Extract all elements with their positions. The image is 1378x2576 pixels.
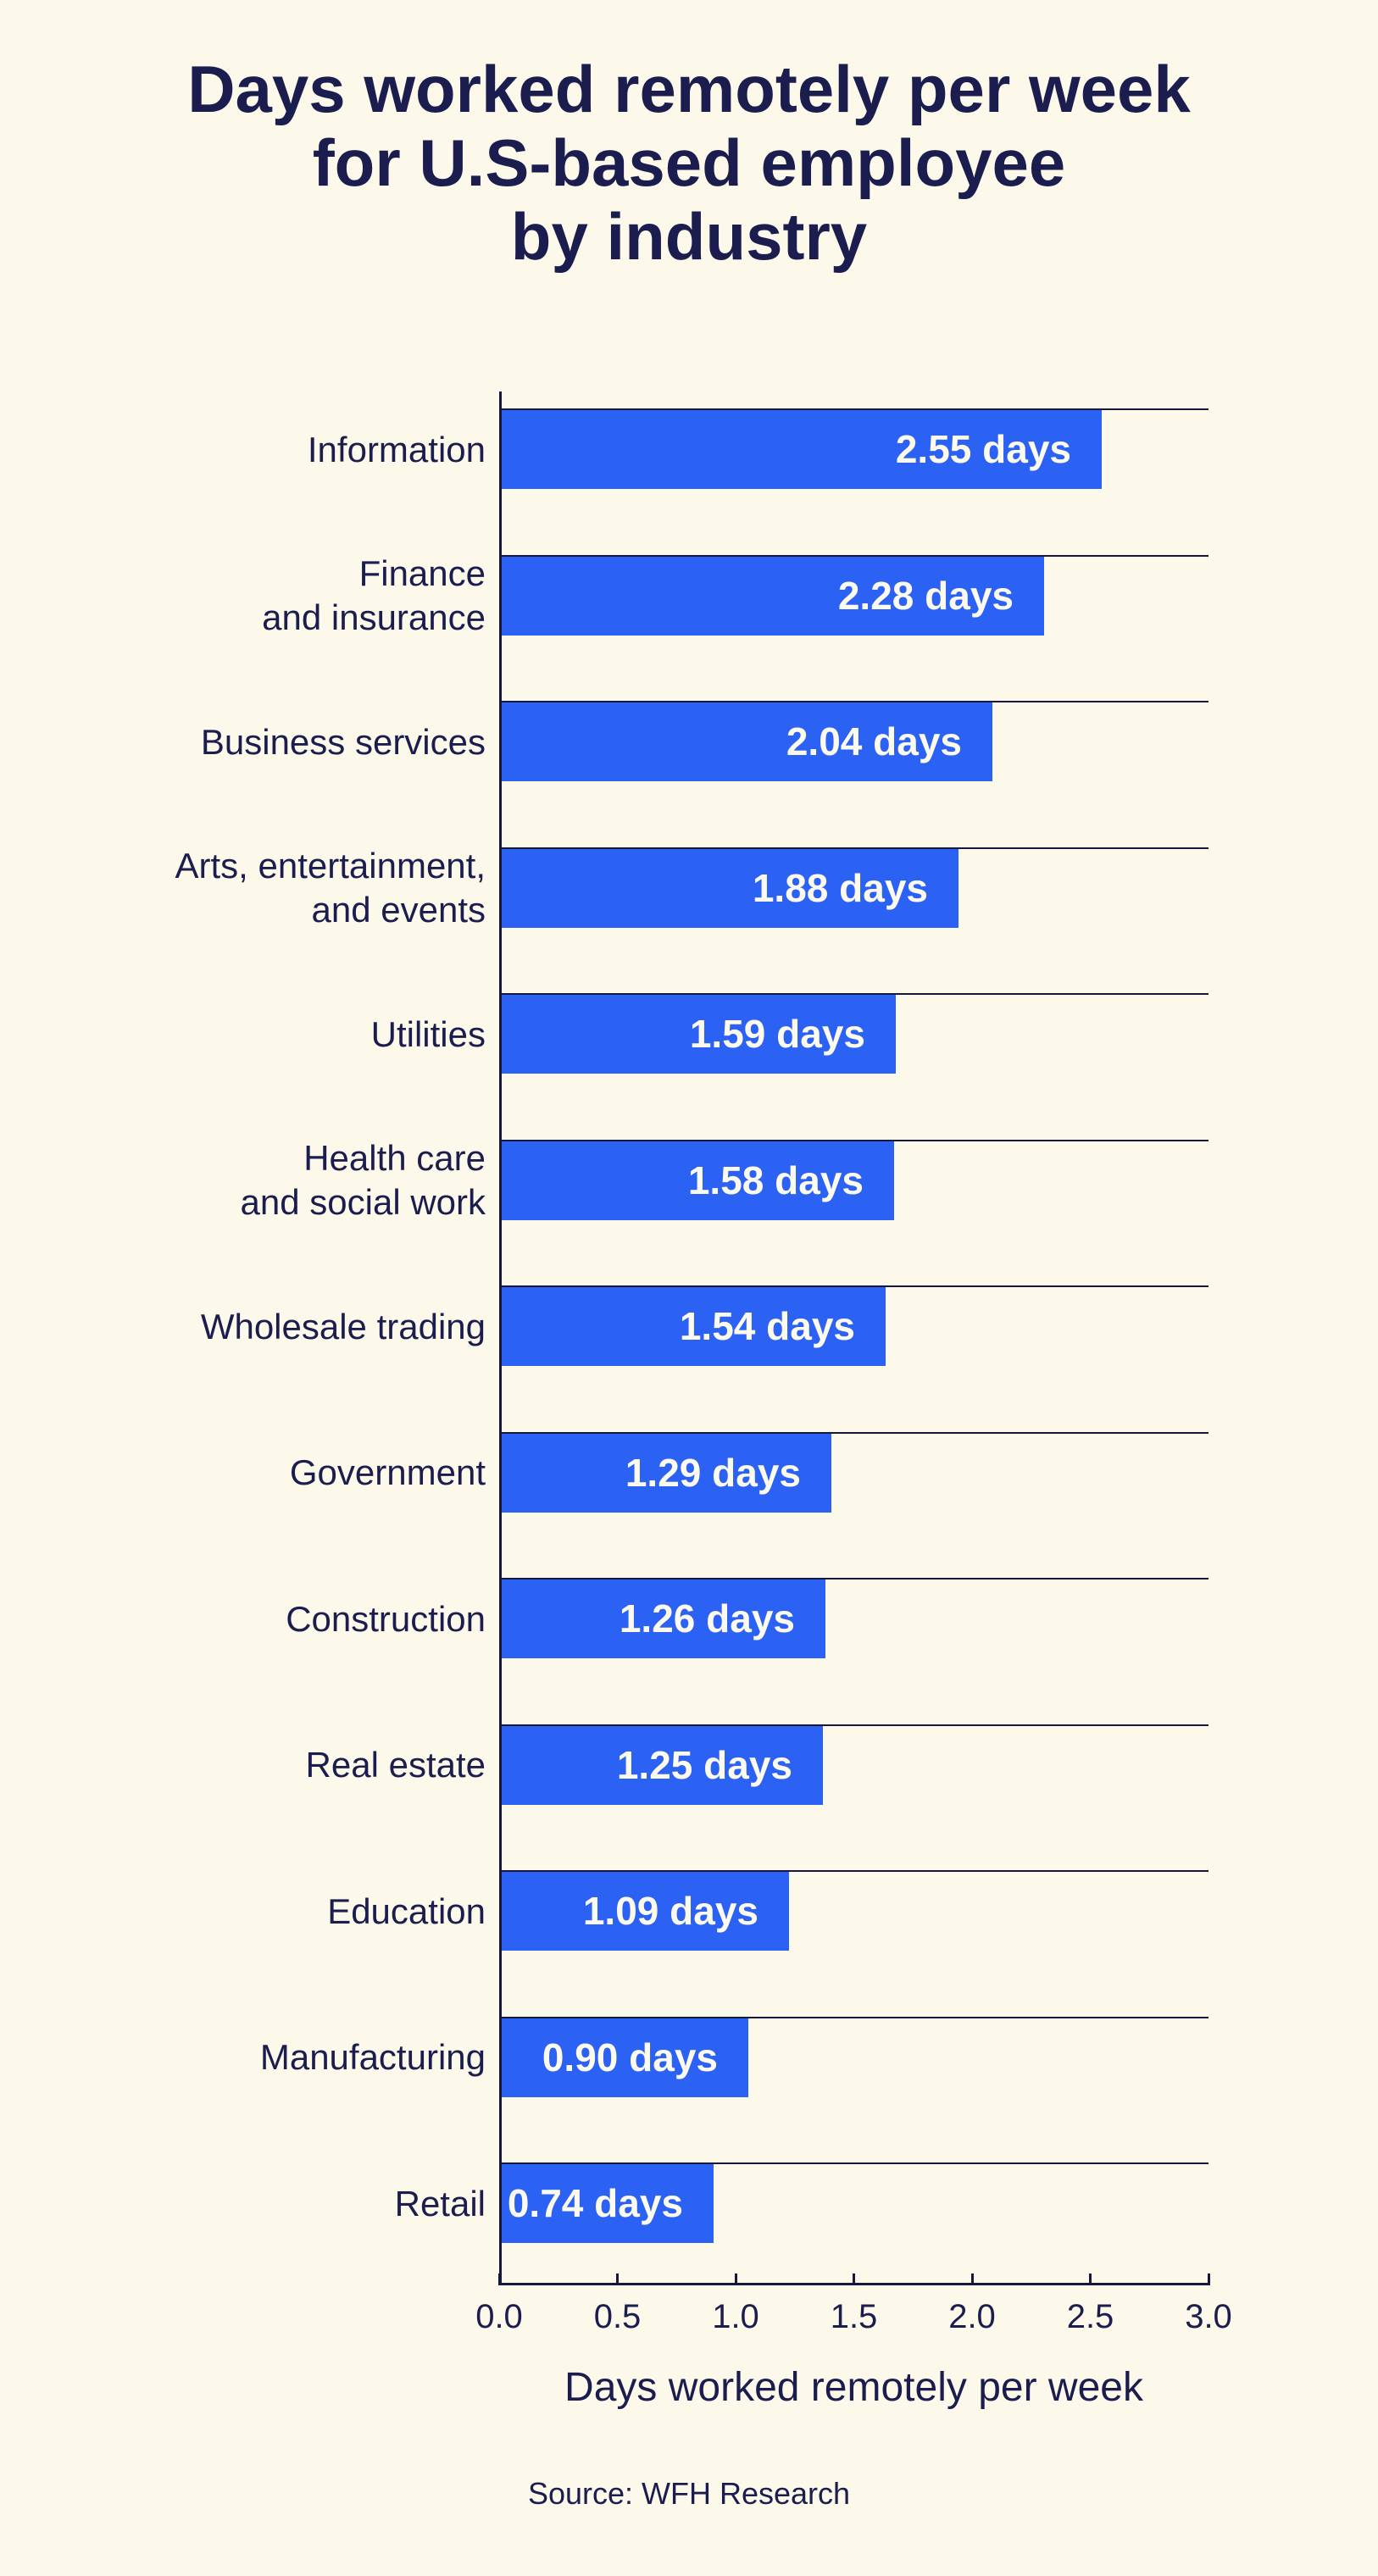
- x-axis-tick: [1207, 2273, 1210, 2285]
- chart-title-line-2: for U.S-based employee: [312, 125, 1066, 200]
- bar: 0.90 days: [502, 2018, 748, 2097]
- x-tick-label: 1.0: [712, 2298, 759, 2335]
- chart-title: Days worked remotely per week for U.S-ba…: [0, 53, 1378, 274]
- category-label: Information: [307, 429, 486, 469]
- gridline: [499, 1870, 1209, 1872]
- bar-value-label: 2.28 days: [837, 573, 1014, 618]
- category-label: Real estate: [305, 1745, 486, 1785]
- bar-value-label: 0.74 days: [507, 2181, 683, 2225]
- bar-value-label: 1.25 days: [616, 1742, 792, 1787]
- category-label: Construction: [286, 1598, 486, 1639]
- bar: 1.58 days: [502, 1141, 894, 1220]
- category-label: Education: [327, 1890, 486, 1931]
- gridline: [499, 847, 1209, 849]
- gridline: [499, 1578, 1209, 1579]
- gridline: [499, 1431, 1209, 1434]
- bar: 1.59 days: [502, 995, 896, 1074]
- category-label: Business services: [200, 721, 486, 762]
- x-tick-label: 1.5: [830, 2298, 878, 2335]
- x-axis-tick: [853, 2273, 855, 2285]
- bar-value-label: 1.29 days: [625, 1450, 801, 1495]
- x-tick-label: 3.0: [1185, 2298, 1232, 2335]
- bar-value-label: 2.04 days: [786, 719, 962, 763]
- x-tick-label: 2.5: [1066, 2298, 1114, 2335]
- x-axis-tick: [734, 2273, 737, 2285]
- x-tick-label: 0.5: [593, 2298, 642, 2335]
- bar: 0.74 days: [502, 2164, 714, 2243]
- bar-value-label: 1.09 days: [582, 1889, 758, 1933]
- bar-value-label: 0.90 days: [542, 2035, 718, 2079]
- gridline: [499, 1285, 1209, 1287]
- category-label: Manufacturing: [259, 2037, 486, 2077]
- plot-area: 2.55 days 2.28 days 2.04 days 1.88 days 1.59…: [497, 391, 1210, 2285]
- bar-value-label: 1.58 days: [687, 1158, 864, 1202]
- bar-value-label: 1.54 days: [679, 1304, 855, 1348]
- x-axis-title: Days worked remotely per week: [564, 2365, 1143, 2410]
- bar: 1.26 days: [502, 1579, 825, 1658]
- bar-value-label: 2.55 days: [895, 427, 1071, 471]
- chart-title-line-1: Days worked remotely per week: [187, 52, 1191, 126]
- gridline: [499, 2162, 1209, 2164]
- bar: 1.09 days: [502, 1872, 789, 1951]
- x-axis-tick: [1089, 2273, 1092, 2285]
- bar: 2.55 days: [502, 410, 1102, 489]
- category-label: Utilities: [370, 1013, 486, 1054]
- chart-title-line-3: by industry: [510, 199, 868, 274]
- gridline: [499, 2016, 1209, 2018]
- x-tick-label: 2.0: [948, 2298, 996, 2335]
- gridline: [499, 554, 1209, 557]
- bar-value-label: 1.88 days: [752, 865, 928, 910]
- category-label: Arts, entertainment, and events: [175, 846, 486, 930]
- category-label: Retail: [394, 2183, 486, 2223]
- gridline: [499, 1139, 1209, 1141]
- bar: 1.88 days: [502, 848, 958, 928]
- bar: 1.54 days: [502, 1287, 886, 1366]
- bar: 2.28 days: [502, 556, 1044, 636]
- x-axis-tick: [970, 2273, 974, 2285]
- x-axis-tick: [497, 2273, 501, 2285]
- bar-value-label: 1.59 days: [689, 1012, 865, 1056]
- x-axis-tick: [616, 2273, 619, 2285]
- bar: 2.04 days: [502, 702, 992, 781]
- bar: 1.29 days: [502, 1433, 831, 1513]
- gridline: [499, 701, 1209, 702]
- bar: 1.25 days: [502, 1725, 823, 1805]
- bar-value-label: 1.26 days: [619, 1596, 795, 1641]
- gridline: [499, 1724, 1209, 1726]
- x-tick-label: 0.0: [475, 2298, 523, 2335]
- category-label: Wholesale trading: [200, 1306, 486, 1346]
- gridline: [499, 408, 1209, 410]
- category-label: Health care and social work: [240, 1138, 486, 1222]
- category-label: Finance and insurance: [262, 553, 486, 637]
- category-label: Government: [289, 1452, 486, 1492]
- y-axis-line: [499, 391, 502, 2285]
- gridline: [499, 993, 1209, 995]
- source-note: Source: WFH Research: [527, 2476, 851, 2511]
